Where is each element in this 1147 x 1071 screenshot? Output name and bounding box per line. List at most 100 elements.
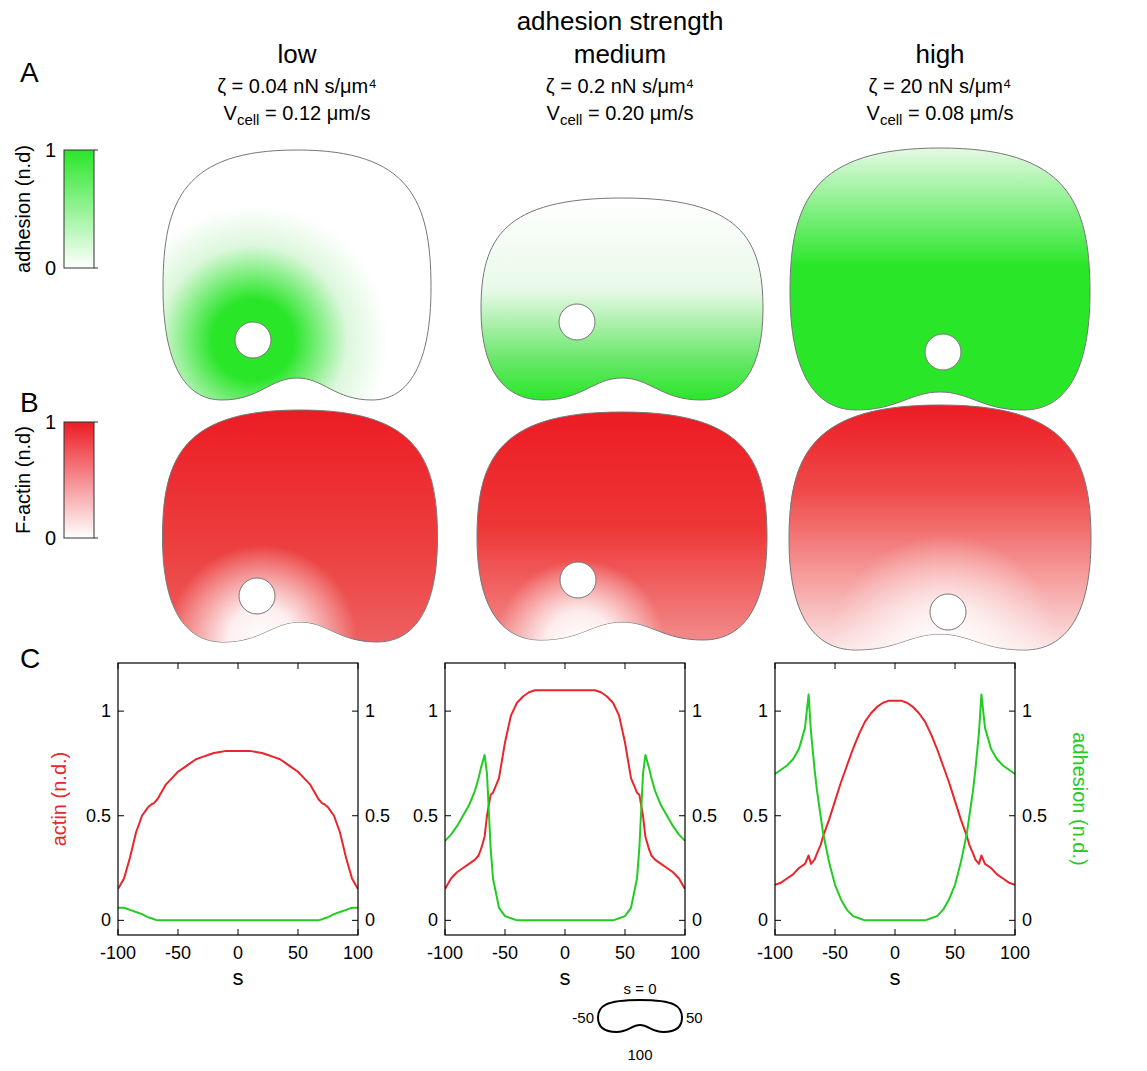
colorbar	[64, 422, 94, 538]
x-tick	[685, 929, 686, 935]
y2-tick	[352, 711, 358, 712]
y-tick-label: 0.5	[743, 806, 768, 826]
velocity-text: = 0.08 μm/s	[902, 102, 1013, 124]
velocity-label: Vcell = 0.08 μm/s	[867, 102, 1014, 128]
x-tick	[565, 929, 566, 935]
y2-tick	[352, 815, 358, 816]
x-tick	[775, 663, 776, 669]
x-tick	[835, 929, 836, 935]
velocity-symbol: V	[867, 102, 881, 124]
x-tick	[358, 663, 359, 669]
colorbar-tick-label: 0	[45, 527, 56, 549]
zeta-label: ζ = 0.04 nN s/μm⁴	[217, 75, 377, 97]
colorbar-label: F-actin (n.d)	[12, 426, 34, 534]
x-tick-label: -50	[492, 943, 518, 963]
y2-tick-label: 0.5	[692, 806, 717, 826]
x-axis-title: s	[233, 965, 244, 990]
velocity-label: Vcell = 0.12 μm/s	[224, 102, 371, 128]
x-tick-label: 0	[560, 943, 570, 963]
y-tick	[445, 920, 451, 921]
line	[445, 690, 685, 889]
y-tick-label: 1	[101, 701, 111, 721]
colorbar-tick	[94, 268, 98, 269]
velocity-text: = 0.20 μm/s	[582, 102, 693, 124]
cell-shape	[163, 410, 438, 642]
y2-tick-label: 0	[692, 910, 702, 930]
x-axis-title: s	[890, 965, 901, 990]
x-tick	[895, 663, 896, 669]
y-tick	[775, 815, 781, 816]
line	[118, 751, 358, 889]
y2-tick-label: 1	[692, 701, 702, 721]
line	[775, 694, 1015, 920]
colorbar	[64, 150, 94, 268]
x-tick-label: -100	[757, 943, 793, 963]
colorbar-tick	[94, 538, 98, 539]
y-tick-label: 0	[758, 910, 768, 930]
plot-area	[445, 690, 685, 920]
y2-tick	[679, 711, 685, 712]
x-tick	[358, 929, 359, 935]
column-label: medium	[574, 39, 666, 69]
nucleus	[925, 334, 961, 370]
x-tick	[298, 929, 299, 935]
y2-tick-label: 0	[1022, 910, 1032, 930]
x-tick-label: 50	[288, 943, 308, 963]
x-tick-label: -50	[165, 943, 191, 963]
x-tick	[625, 929, 626, 935]
figure: adhesion strengthlowζ = 0.04 nN s/μm⁴Vce…	[0, 0, 1147, 1071]
nucleus	[560, 562, 596, 598]
schematic-label: 50	[686, 1009, 703, 1026]
line	[445, 755, 685, 920]
y-tick	[775, 711, 781, 712]
chart: -100-5005010000.5100.51s	[413, 663, 717, 990]
x-tick	[505, 663, 506, 669]
header-title: adhesion strength	[517, 6, 724, 36]
plot-area	[118, 751, 358, 920]
plot-area	[775, 694, 1015, 920]
cell-shape	[789, 405, 1091, 650]
velocity-subscript: cell	[560, 111, 583, 128]
y-tick-label: 0	[101, 910, 111, 930]
chart: -100-5005010000.5100.51sactin (n.d.)	[48, 663, 390, 990]
schematic-shape	[598, 1000, 682, 1032]
y-tick-label: 0.5	[86, 806, 111, 826]
x-tick-label: -100	[427, 943, 463, 963]
y2-tick-label: 1	[1022, 701, 1032, 721]
x-tick	[445, 663, 446, 669]
y-tick	[445, 815, 451, 816]
x-tick-label: 0	[890, 943, 900, 963]
schematic-label: -50	[572, 1009, 594, 1026]
chart: -100-5005010000.5100.51sadhesion (n.d.)	[743, 663, 1091, 990]
cell-shape	[163, 150, 431, 400]
y2-tick-label: 0	[365, 910, 375, 930]
velocity-label: Vcell = 0.20 μm/s	[547, 102, 694, 128]
velocity-subscript: cell	[237, 111, 260, 128]
y2-tick	[352, 920, 358, 921]
x-tick	[625, 663, 626, 669]
y-tick	[445, 711, 451, 712]
x-tick-label: -100	[100, 943, 136, 963]
y2-tick-label: 0.5	[365, 806, 390, 826]
x-tick-label: 50	[945, 943, 965, 963]
x-axis-title: s	[560, 965, 571, 990]
nucleus	[930, 594, 966, 630]
column-label: high	[915, 39, 964, 69]
x-tick	[835, 663, 836, 669]
y-tick-label: 1	[428, 701, 438, 721]
line	[118, 908, 358, 921]
cell-shape	[163, 410, 438, 642]
x-tick	[118, 663, 119, 669]
x-tick-label: 100	[670, 943, 700, 963]
schematic-label: s = 0	[624, 980, 657, 997]
x-tick	[685, 663, 686, 669]
y2-tick-label: 0.5	[1022, 806, 1047, 826]
y2-tick	[679, 920, 685, 921]
panel-letter: B	[20, 387, 39, 418]
x-tick	[118, 929, 119, 935]
x-tick-label: 0	[233, 943, 243, 963]
y2-tick	[679, 815, 685, 816]
frame	[775, 663, 1015, 935]
colorbar-tick-label: 1	[45, 411, 56, 433]
colorbar-label: adhesion (n.d)	[12, 145, 34, 273]
